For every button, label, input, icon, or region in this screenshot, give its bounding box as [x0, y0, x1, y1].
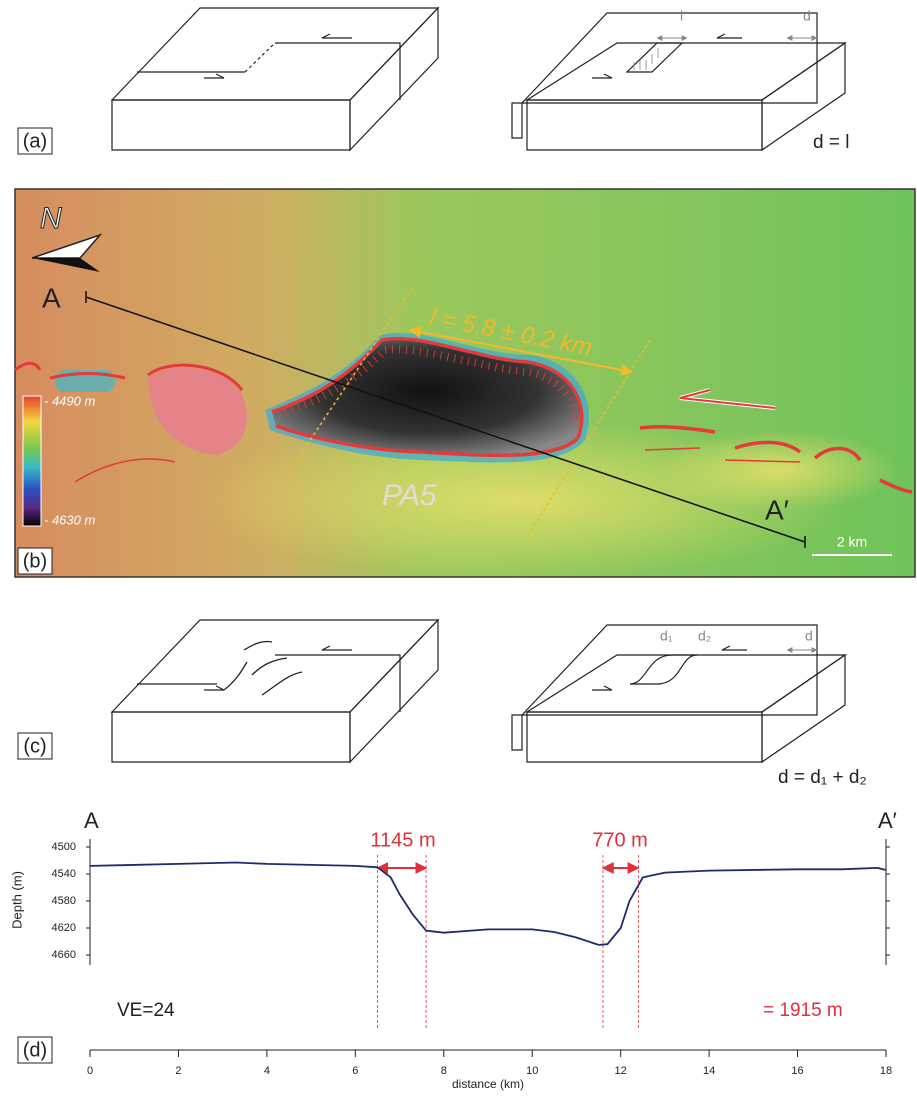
block-top	[112, 8, 438, 100]
block-front	[112, 712, 350, 762]
panel-label: (b)	[23, 550, 47, 572]
block-back-side	[512, 715, 522, 750]
block-front	[527, 100, 762, 150]
y-tick-label: 4660	[52, 949, 76, 961]
fault-trace	[275, 43, 400, 100]
block-front	[527, 712, 762, 762]
block-diagram	[512, 13, 845, 150]
x-tick-label: 4	[264, 1065, 270, 1077]
x-axis-title: distance (km)	[452, 1077, 524, 1091]
total-offset: = 1915 m	[763, 1000, 843, 1021]
y-tick-label: 4540	[52, 868, 76, 880]
profile-start: A	[42, 282, 61, 313]
slip-arrow	[322, 646, 352, 650]
block-front	[112, 100, 350, 150]
x-tick-label: 8	[441, 1065, 447, 1077]
block-diagram	[112, 8, 438, 150]
x-tick-label: 14	[703, 1065, 715, 1077]
fault-trace	[224, 641, 302, 695]
color-bar-bottom: - 4630 m	[44, 512, 95, 527]
x-tick-label: 10	[526, 1065, 538, 1077]
l-label: l	[680, 8, 683, 24]
equation: d = d₁ + d₂	[778, 767, 867, 788]
block-side	[350, 8, 438, 150]
d-label: d	[805, 628, 813, 644]
y-tick-label: 4580	[52, 895, 76, 907]
d-label: d	[803, 8, 811, 24]
profile-end-label: A′	[878, 808, 897, 833]
y-axis-title: Depth (m)	[9, 871, 24, 929]
block-side	[350, 620, 438, 762]
x-tick-label: 2	[175, 1065, 181, 1077]
block-diagram	[512, 625, 845, 762]
block-back	[522, 13, 817, 103]
x-tick-label: 16	[791, 1065, 803, 1077]
equation: d = l	[813, 132, 849, 153]
block-top	[112, 620, 438, 712]
d1-label: d₁	[660, 628, 673, 644]
y-tick-label: 4500	[52, 841, 76, 853]
vertical-exaggeration: VE=24	[117, 1000, 175, 1021]
panel-label: (d)	[23, 1039, 47, 1061]
x-tick-label: 6	[352, 1065, 358, 1077]
offset-label: 770 m	[592, 829, 648, 851]
figure: ldd = l(a)l = 5.8 ± 0.2 kmPA5AA′N- 4490 …	[0, 0, 917, 1097]
profile-start: A	[84, 808, 99, 833]
scale-bar-label: 2 km	[837, 534, 867, 550]
panel-label: (c)	[23, 735, 46, 757]
slip-arrow	[204, 686, 224, 690]
profile-end-label: A′	[765, 494, 789, 525]
x-tick-label: 0	[87, 1065, 93, 1077]
block-back-side	[512, 103, 522, 138]
x-tick-label: 18	[880, 1065, 892, 1077]
block-diagram	[112, 620, 438, 762]
offset-label: 1145 m	[370, 829, 435, 851]
north-label: N	[40, 202, 62, 235]
d2-label: d₂	[698, 628, 711, 644]
color-bar	[23, 396, 41, 526]
y-tick-label: 4620	[52, 922, 76, 934]
fault-trace	[245, 43, 275, 72]
slip-arrow	[204, 74, 224, 78]
slip-arrow	[322, 34, 352, 38]
color-bar-top: - 4490 m	[44, 393, 95, 408]
basin-name: PA5	[382, 479, 437, 512]
panel-label: (a)	[23, 130, 47, 152]
x-tick-label: 12	[615, 1065, 627, 1077]
depth-profile	[90, 863, 886, 945]
